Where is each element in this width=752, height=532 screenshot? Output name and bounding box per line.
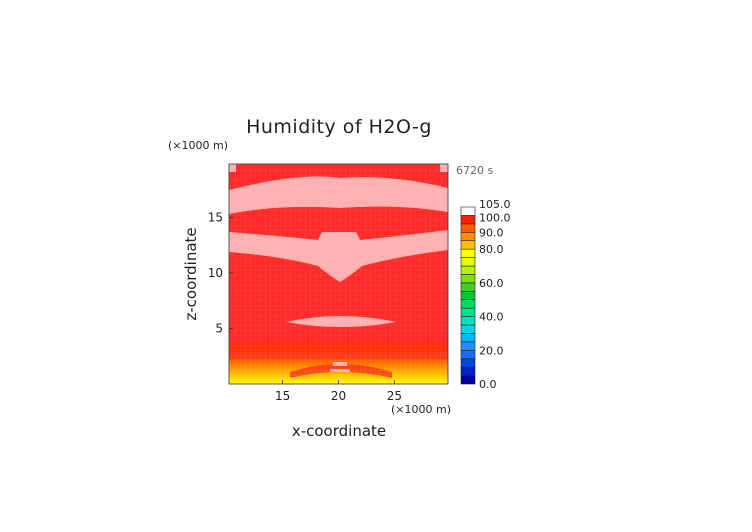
colorbar-swatch (460, 333, 476, 343)
colorbar-swatch (460, 316, 476, 326)
colorbar-swatch (460, 215, 476, 225)
colorbar-swatch (460, 206, 476, 216)
colorbar-swatch (460, 349, 476, 360)
colorbar-swatch (460, 299, 476, 309)
y-tick-label: 15 (208, 210, 223, 224)
colorbar-label: 80.0 (479, 243, 504, 256)
x-tick-label: 15 (275, 389, 290, 403)
colorbar (460, 206, 476, 385)
colorbar-swatch (460, 366, 476, 376)
colorbar-label: 20.0 (479, 344, 504, 357)
colorbar-swatch (460, 257, 476, 267)
colorbar-swatch (460, 231, 476, 242)
y-tick-label: 10 (208, 266, 223, 280)
contour-field (229, 164, 448, 384)
colorbar-label: 100.0 (479, 211, 511, 224)
colorbar-label: 0.0 (479, 378, 497, 391)
time-label: 6720 s (456, 164, 493, 177)
colorbar-swatch (460, 324, 476, 334)
chart-title: Humidity of H2O-g (246, 116, 432, 138)
colorbar-swatch (460, 248, 476, 258)
colorbar-swatch (460, 341, 476, 351)
colorbar-swatch (460, 290, 476, 301)
x-tick-label: 20 (331, 389, 346, 403)
colorbar-swatch (460, 307, 476, 317)
colorbar-label: 105.0 (479, 198, 511, 211)
colorbar-swatch (460, 223, 476, 233)
y-axis-label: z-coordinate (182, 227, 200, 320)
colorbar-label: 40.0 (479, 311, 504, 324)
colorbar-swatch (460, 358, 476, 368)
colorbar-swatch (460, 375, 476, 385)
colorbar-swatch (460, 240, 476, 250)
y-unit-label: (×1000 m) (168, 139, 228, 152)
colorbar-swatch (460, 282, 476, 292)
x-tick-label: 25 (387, 389, 402, 403)
y-tick-label: 5 (215, 321, 223, 335)
colorbar-swatch (460, 274, 476, 284)
colorbar-swatch (460, 265, 476, 275)
x-unit-label: (×1000 m) (391, 403, 451, 416)
x-axis-label: x-coordinate (292, 422, 386, 440)
y-ticks: 5 10 15 (208, 210, 233, 335)
colorbar-label: 60.0 (479, 277, 504, 290)
colorbar-label: 90.0 (479, 226, 504, 239)
x-ticks: 15 20 25 (275, 380, 402, 403)
